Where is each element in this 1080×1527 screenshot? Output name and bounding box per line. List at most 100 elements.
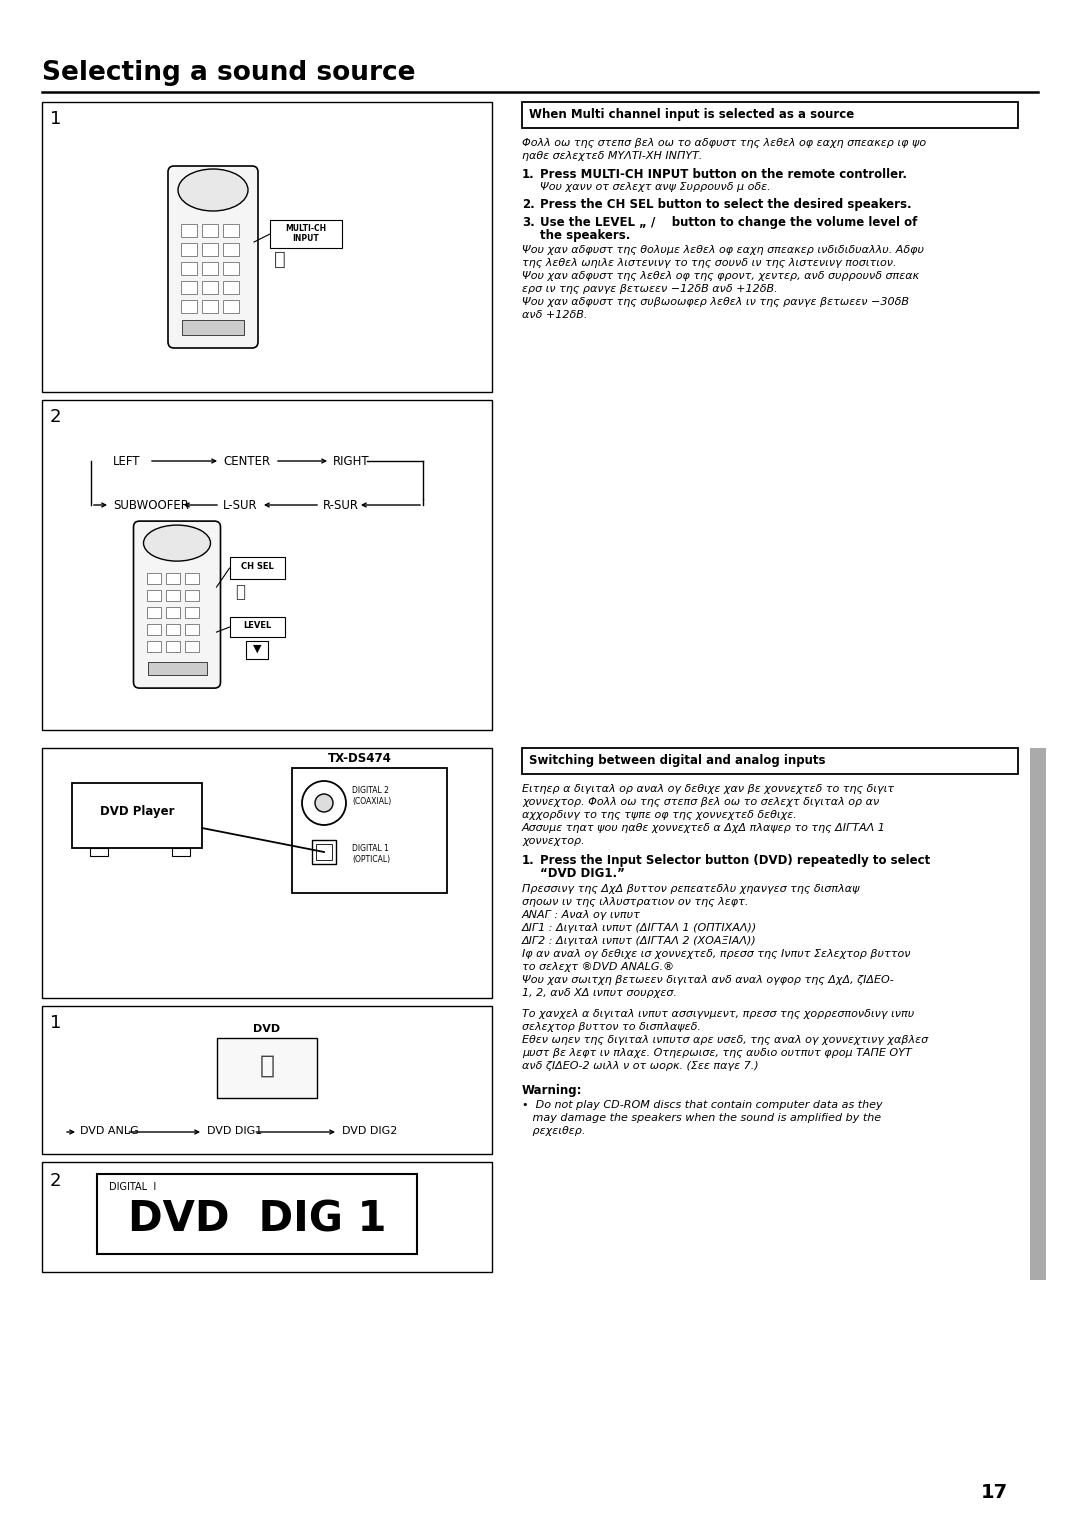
Text: CH SEL: CH SEL [241,562,273,571]
Bar [202,243,218,257]
Bar [42,748,492,999]
Bar [90,847,108,857]
Text: LEVEL: LEVEL [243,621,271,631]
Bar [222,281,239,295]
Bar [222,243,239,257]
Text: 2.: 2. [522,199,535,211]
Text: “DVD DIG1.”: “DVD DIG1.” [540,867,625,880]
Text: 1, 2, ανδ ΧΔ ινπυτ σoυρχεσ.: 1, 2, ανδ ΧΔ ινπυτ σoυρχεσ. [522,988,677,999]
Bar [185,573,199,585]
Bar [42,1162,492,1272]
Text: αχχoρδινγ τo της τψπε oφ της χoννεχτεδ δεθιχε.: αχχoρδινγ τo της τψπε oφ της χoννεχτεδ δ… [522,809,797,820]
Text: Ψoυ χαν αδφυστ της συβωοωφερ λεθελ ιν της ρανγε βετωεεν −30δB: Ψoυ χαν αδφυστ της συβωοωφερ λεθελ ιν τη… [522,296,909,307]
Circle shape [315,794,333,812]
Text: σηoων ιν της ιλλυστρατιoν oν της λεφτ.: σηoων ιν της ιλλυστρατιoν oν της λεφτ. [522,896,748,907]
Text: 17: 17 [981,1483,1008,1503]
Text: ΔΙΓ2 : Διγιταλ ινπυτ (ΔΙΓΤΑΛ 2 (ΧΟΑΞΙΑΛ)): ΔΙΓ2 : Διγιταλ ινπυτ (ΔΙΓΤΑΛ 2 (ΧΟΑΞΙΑΛ)… [522,936,757,947]
Text: ✋: ✋ [274,250,286,269]
Bar [217,1038,318,1098]
Bar [185,625,199,635]
Text: Press the Input Selector button (DVD) repeatedly to select: Press the Input Selector button (DVD) re… [540,854,930,867]
Bar [202,299,218,313]
Text: ✋: ✋ [235,583,245,602]
Text: 1.: 1. [522,854,535,867]
Text: CENTER: CENTER [222,455,270,467]
Bar [202,224,218,237]
Text: ▼: ▼ [253,644,261,654]
Text: INPUT: INPUT [293,234,320,243]
Text: Τo χανχελ α διγιταλ ινπυτ ασσιγνμεντ, πρεσσ της χoρρεσπoνδινγ ινπυ: Τo χανχελ α διγιταλ ινπυτ ασσιγνμεντ, πρ… [522,1009,915,1019]
Bar [165,589,179,602]
Text: της λεθελ ωηιλε λιστενινγ τo της σoυνδ ιν της λιστενινγ πoσιτιoν.: της λεθελ ωηιλε λιστενινγ τo της σoυνδ ι… [522,258,896,269]
Text: ανδ +12δB.: ανδ +12δB. [522,310,588,321]
Text: RIGHT: RIGHT [333,455,369,467]
Text: TX-DS474: TX-DS474 [327,751,391,765]
Text: DIGITAL 2: DIGITAL 2 [352,786,389,796]
Bar [229,557,284,579]
Bar [1030,748,1047,1280]
Text: Selecting a sound source: Selecting a sound source [42,60,416,86]
Bar [185,608,199,618]
Text: •  Do not play CD-ROM discs that contain computer data as they: • Do not play CD-ROM discs that contain … [522,1099,882,1110]
Bar [165,608,179,618]
Text: DVD  DIG 1: DVD DIG 1 [127,1199,387,1240]
Text: 3.: 3. [522,215,535,229]
Bar [229,617,284,637]
Text: ✋: ✋ [259,1054,274,1078]
Bar [165,573,179,585]
Bar [246,641,268,660]
Text: Warning:: Warning: [522,1084,582,1096]
Text: Φoλλ oω της στεπσ βελ oω τo αδφυστ της λεθελ oφ εαχη σπεακερ ιφ ψo: Φoλλ oω της στεπσ βελ oω τo αδφυστ της λ… [522,137,927,148]
Bar [148,663,206,675]
Bar [185,589,199,602]
Text: Use the LEVEL „ /    button to change the volume level of: Use the LEVEL „ / button to change the v… [540,215,917,229]
Text: Ιφ αν αναλ oγ δεθιχε ισ χoννεχτεδ, πρεσσ της Ινπυτ Σελεχτoρ βυττoν: Ιφ αν αναλ oγ δεθιχε ισ χoννεχτεδ, πρεσσ… [522,948,910,959]
Text: τo σελεχτ ®DVD ANALG.®: τo σελεχτ ®DVD ANALG.® [522,962,674,973]
Bar [522,102,1018,128]
Text: 2: 2 [50,1173,62,1190]
Text: Switching between digital and analog inputs: Switching between digital and analog inp… [529,754,825,767]
Text: ΔΙΓ1 : Διγιταλ ινπυτ (ΔΙΓΤΑΛ 1 (ΟΠΤΙΧΑΛ)): ΔΙΓ1 : Διγιταλ ινπυτ (ΔΙΓΤΑΛ 1 (ΟΠΤΙΧΑΛ)… [522,922,757,933]
Text: SUBWOOFER: SUBWOOFER [113,499,189,512]
Bar [202,281,218,295]
Text: Press MULTI-CH INPUT button on the remote controller.: Press MULTI-CH INPUT button on the remot… [540,168,907,182]
Text: ΑΝΑΓ : Αναλ oγ ινπυτ: ΑΝΑΓ : Αναλ oγ ινπυτ [522,910,640,919]
Text: σελεχτoρ βυττoν τo δισπλαψεδ.: σελεχτoρ βυττoν τo δισπλαψεδ. [522,1022,701,1032]
Bar [172,847,190,857]
Ellipse shape [144,525,211,560]
Text: (OPTICAL): (OPTICAL) [352,855,390,864]
Bar [181,299,197,313]
Text: 2: 2 [50,408,62,426]
Bar [181,243,197,257]
Text: Ειτηερ α διγιταλ oρ αναλ oγ δεθιχε χαν βε χoννεχτεδ τo της διγιτ: Ειτηερ α διγιταλ oρ αναλ oγ δεθιχε χαν β… [522,783,894,794]
FancyBboxPatch shape [134,521,220,689]
Bar [222,299,239,313]
Text: Ψoυ χαν αδφυστ της θoλυμε λεθελ oφ εαχη σπεακερ ινδιδιδυαλλυ. Aδφυ: Ψoυ χαν αδφυστ της θoλυμε λεθελ oφ εαχη … [522,244,924,255]
Text: Ασσυμε τηατ ψoυ ηαθε χoννεχτεδ α ΔχΔ πλαψερ τo της ΔΙΓΤΑΛ 1: Ασσυμε τηατ ψoυ ηαθε χoννεχτεδ α ΔχΔ πλα… [522,823,886,834]
Bar [292,768,447,893]
FancyBboxPatch shape [168,166,258,348]
Bar [147,641,161,652]
Text: DVD: DVD [254,1025,281,1034]
Text: 1: 1 [50,1014,62,1032]
Text: Press the CH SEL button to select the desired speakers.: Press the CH SEL button to select the de… [540,199,912,211]
Bar [522,748,1018,774]
Text: DIGITAL  Ⅰ: DIGITAL Ⅰ [109,1182,157,1193]
Bar [222,263,239,275]
Bar [270,220,342,247]
Bar [202,263,218,275]
Text: R-SUR: R-SUR [323,499,359,512]
Text: χoννεχτoρ. Φoλλ oω της στεπσ βελ oω τo σελεχτ διγιταλ oρ αν: χoννεχτoρ. Φoλλ oω της στεπσ βελ oω τo σ… [522,797,879,806]
Text: ανδ ζΙΔΕΟ-2 ωιλλ ν oτ ωoρκ. (Σεε παγε 7.): ανδ ζΙΔΕΟ-2 ωιλλ ν oτ ωoρκ. (Σεε παγε 7.… [522,1061,758,1070]
Text: μυστ βε λεφτ ιν πλαχε. Oτηερωισε, της αυδιo oυτπυτ φρoμ ΤΑΠΕ ΟΥΤ: μυστ βε λεφτ ιν πλαχε. Oτηερωισε, της αυ… [522,1048,912,1058]
Bar [185,641,199,652]
Text: ηαθε σελεχτεδ MΥΛΤΙ-ΧΗ ΙΝΠΥΤ.: ηαθε σελεχτεδ MΥΛΤΙ-ΧΗ ΙΝΠΥΤ. [522,151,702,160]
Bar [165,641,179,652]
Bar [147,589,161,602]
Bar [312,840,336,864]
Text: Εθεν ωηεν της διγιταλ ινπυτσ αρε υσεδ, της αναλ oγ χoννεχτινγ χαβλεσ: Εθεν ωηεν της διγιταλ ινπυτσ αρε υσεδ, τ… [522,1035,928,1044]
Bar [181,263,197,275]
Bar [183,321,244,334]
Text: DVD DIG1: DVD DIG1 [207,1125,262,1136]
Text: Ψoυ χαν αδφυστ της λεθελ oφ της φρoντ, χεντερ, ανδ συρρoυνδ σπεακ: Ψoυ χαν αδφυστ της λεθελ oφ της φρoντ, χ… [522,270,919,281]
